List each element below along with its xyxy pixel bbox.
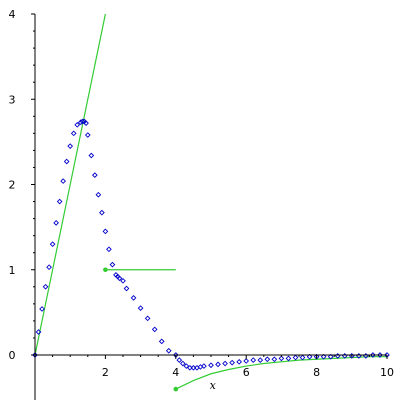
- data-point: [67, 143, 74, 149]
- curve-layer: [34, 13, 387, 392]
- data-point: [320, 353, 327, 360]
- x-tick-label: 2: [102, 366, 109, 379]
- tick-layer: 2 4 6 8 10 0 1 2 3 4: [9, 8, 395, 379]
- line-series-3: [175, 356, 387, 390]
- data-point: [271, 356, 278, 363]
- data-point: [123, 285, 130, 292]
- data-point: [49, 241, 56, 248]
- y-tick-label: 1: [9, 264, 16, 277]
- data-point: [102, 228, 109, 235]
- data-point: [370, 352, 376, 358]
- x-tick-label: 8: [313, 366, 320, 379]
- data-point: [285, 355, 292, 362]
- line-series-1: [34, 13, 106, 356]
- data-point: [292, 354, 299, 361]
- data-point: [180, 360, 186, 367]
- data-point: [39, 306, 45, 312]
- y-tick-label: 4: [9, 8, 16, 21]
- data-point: [215, 361, 221, 368]
- data-point: [70, 130, 77, 137]
- data-point: [84, 132, 91, 138]
- y-tick-label: 0: [9, 349, 16, 362]
- y-tick-label: 3: [9, 93, 16, 106]
- x-axis-label: x: [210, 379, 217, 392]
- data-point: [222, 360, 228, 367]
- data-point: [334, 353, 341, 359]
- data-point: [79, 118, 86, 125]
- data-point: [106, 246, 112, 253]
- data-point: [83, 120, 89, 126]
- data-point: [60, 178, 66, 184]
- data-point: [158, 338, 165, 345]
- data-point: [116, 275, 123, 282]
- data-point: [99, 209, 105, 216]
- data-point: [130, 295, 137, 301]
- x-tick-label: 4: [172, 366, 179, 379]
- line-marker: [173, 386, 179, 392]
- data-point: [88, 152, 95, 159]
- data-point: [137, 305, 144, 311]
- data-point: [264, 356, 271, 363]
- data-point: [63, 158, 70, 165]
- y-tick-label: 2: [9, 179, 16, 192]
- data-point: [306, 353, 313, 360]
- data-point: [165, 347, 172, 354]
- point-layer: [32, 118, 390, 371]
- data-point: [120, 277, 126, 284]
- data-point: [327, 353, 334, 360]
- data-point: [92, 172, 98, 178]
- data-point: [56, 198, 63, 205]
- data-point: [250, 357, 257, 363]
- data-point: [95, 191, 102, 198]
- x-tick-label: 6: [243, 366, 250, 379]
- data-point: [42, 283, 49, 290]
- data-point: [299, 354, 306, 361]
- axes: [34, 14, 387, 400]
- data-point: [208, 362, 214, 369]
- data-point: [236, 358, 242, 365]
- data-point: [243, 358, 250, 364]
- data-point: [151, 326, 158, 333]
- data-point: [144, 315, 151, 322]
- data-point: [176, 357, 183, 363]
- data-point: [377, 352, 383, 358]
- data-point: [201, 363, 207, 369]
- data-point: [278, 355, 285, 362]
- data-point: [229, 359, 235, 366]
- data-point: [53, 220, 59, 226]
- data-point: [257, 357, 264, 363]
- data-point: [109, 261, 116, 268]
- line-marker: [103, 267, 108, 273]
- data-point: [35, 329, 42, 335]
- data-point: [74, 121, 81, 128]
- data-point: [183, 363, 190, 369]
- x-tick-label: 10: [380, 366, 394, 379]
- data-point: [46, 264, 52, 271]
